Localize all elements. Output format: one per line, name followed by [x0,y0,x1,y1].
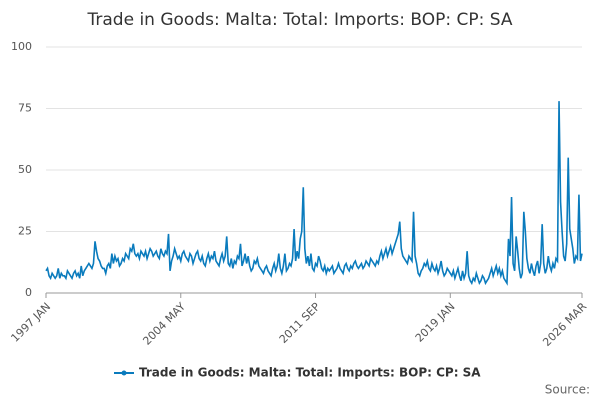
y-tick-label: 50 [18,163,32,176]
y-tick-label: 25 [18,225,32,238]
source: Source: [545,383,590,397]
y-tick-label: 0 [25,286,32,299]
chart-title: Trade in Goods: Malta: Total: Imports: B… [87,10,513,30]
x-tick-label: 2004 MAY [140,300,188,348]
legend-marker [121,370,127,376]
x-tick-label: 2026 MAR [540,300,589,349]
x-tick-label: 2011 SEP [277,300,323,346]
legend-label: Trade in Goods: Malta: Total: Imports: B… [139,366,481,380]
x-tick-label: 1997 JAN [8,300,53,345]
series-line [45,101,583,286]
y-tick-label: 75 [18,102,32,115]
y-tick-label: 100 [11,40,32,53]
x-tick-label: 2019 JAN [413,300,458,345]
